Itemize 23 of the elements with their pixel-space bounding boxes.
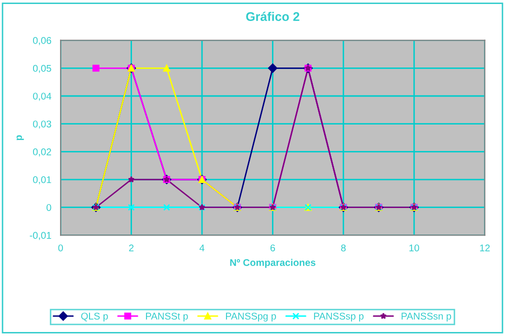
- y-tick-label: 0: [46, 204, 52, 211]
- y-tick-label: 0,05: [33, 64, 52, 73]
- y-tick-label: 0,03: [33, 120, 52, 129]
- x-tick-label: 10: [409, 244, 420, 252]
- legend-label: PANSSsp p: [314, 312, 364, 322]
- y-tick-label: 0,02: [33, 148, 52, 156]
- x-tick-label: 2: [129, 244, 134, 252]
- x-tick-label: 0: [58, 244, 63, 252]
- x-tick-label: 4: [200, 244, 204, 252]
- legend-label: QLS p: [81, 312, 108, 322]
- y-axis-title: p: [16, 135, 24, 140]
- chart-title: Gráfico 2: [246, 12, 300, 21]
- legend-label: PANSSpg p: [226, 312, 276, 322]
- x-tick-label: 12: [480, 244, 490, 252]
- x-axis-title: Nº Comparaciones: [230, 258, 316, 268]
- x-tick-label: 6: [270, 244, 275, 252]
- legend-label: PANSSsn p: [402, 312, 452, 322]
- y-tick-label: 0,01: [33, 176, 52, 184]
- y-tick-label: 0,04: [33, 92, 52, 101]
- y-tick-label: -0,01: [30, 232, 52, 240]
- y-tick-label: 0,06: [33, 37, 52, 46]
- x-tick-label: 8: [341, 244, 346, 252]
- legend-label: PANSSt p: [146, 312, 188, 322]
